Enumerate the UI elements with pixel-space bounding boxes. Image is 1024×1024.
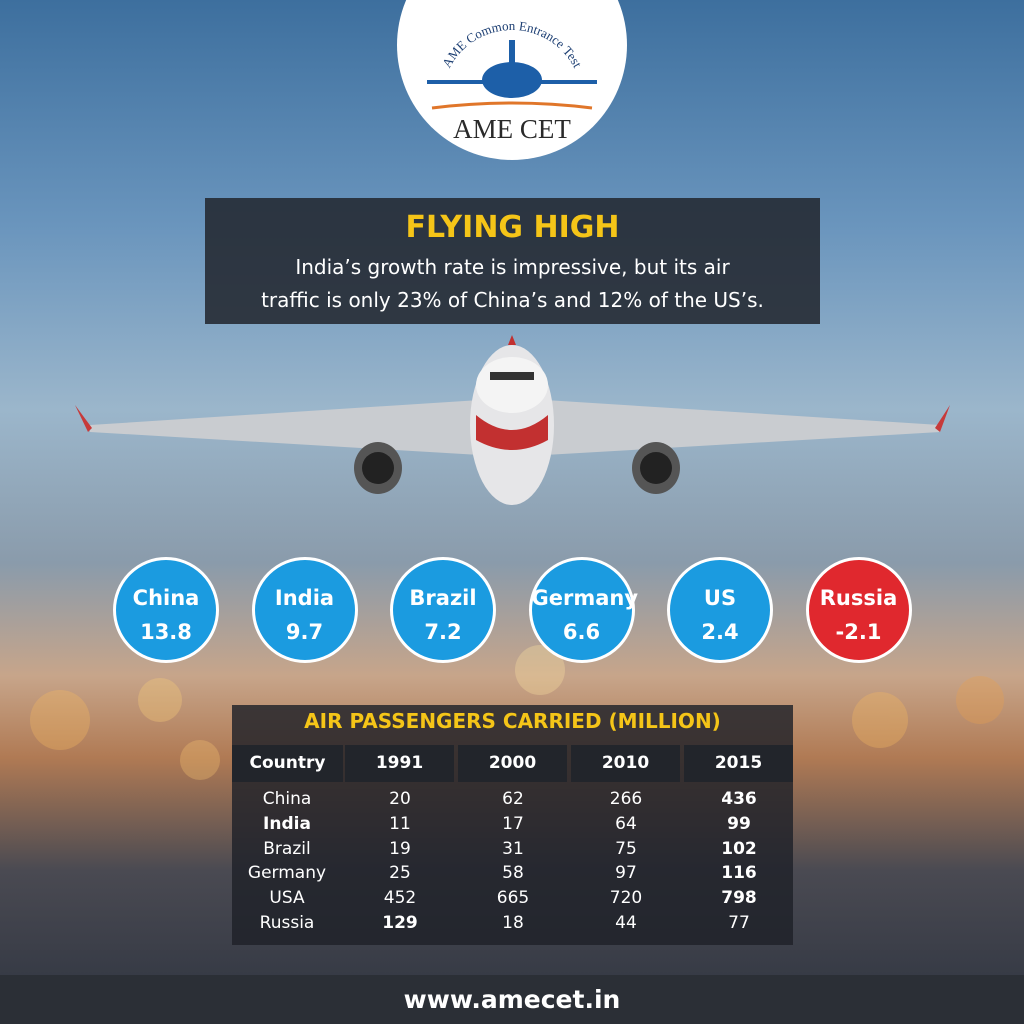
table-cell: 97 [615,863,637,884]
table-row: USA 452 665 720 798 [232,888,793,912]
logo-name: AME CET [453,114,571,144]
table-cell: 19 [389,838,411,859]
growth-rate: 13.8 [140,620,192,644]
country-name: Germany [531,586,639,610]
growth-circle: China 13.8 [113,557,219,663]
table-cell: 58 [502,863,524,884]
logo: AME Common Entrance Test AME CET [397,0,627,160]
table-row: Germany 25 58 97 116 [232,863,793,887]
table-cell: USA [269,888,305,909]
table-cell: 25 [389,863,411,884]
growth-rate: 9.7 [285,620,324,644]
table-cell: 99 [727,813,751,834]
title: FLYING HIGH [405,210,620,245]
table-cell: 62 [502,789,524,809]
country-name: US [703,586,737,610]
growth-rate: -2.1 [835,620,882,644]
table-cell: 116 [721,863,757,884]
growth-rate: 6.6 [562,620,601,644]
growth-circle: US 2.4 [667,557,773,663]
table-row: China 20 62 266 436 [232,789,793,813]
table-cell: India [263,813,311,834]
growth-circle: India 9.7 [251,557,358,663]
table-cell: 129 [382,913,418,933]
table-cell: 77 [728,913,750,933]
table-cell: 436 [721,789,757,809]
growth-circle: Russia -2.1 [805,557,912,663]
table-row: India 11 17 64 99 [232,814,793,838]
table-cell: 665 [496,888,530,909]
table-cell: Brazil [263,838,311,859]
table-cell: 266 [609,789,643,809]
footer-url: www.amecet.in [403,985,621,1014]
header-box: FLYING HIGH India’s growth rate is impre… [205,198,820,324]
table-cell: 18 [502,913,524,933]
subtitle: India’s growth rate is impressive, but i… [295,255,730,279]
table-cell: 64 [615,813,637,834]
country-name: China [132,586,200,610]
table-cell: 20 [389,789,411,809]
logo-art: AME Common Entrance Test [427,18,597,110]
table-cell: 44 [615,913,637,933]
table-cell: Russia [259,913,315,933]
column-header: 2010 [571,745,680,782]
column-header: 2000 [458,745,567,782]
country-name: Brazil [409,586,477,610]
country-name: India [274,586,335,610]
table-cell: 11 [389,813,411,834]
column-header: 2015 [684,745,793,782]
table-cell: 17 [502,813,524,834]
column-header: Country [232,745,343,782]
table-cell: China [262,789,312,809]
subtitle: traffic is only 23% of China’s and 12% o… [261,288,764,312]
growth-circle: Germany 6.6 [528,557,639,663]
table-cell: 720 [609,888,643,909]
table-cell: 102 [721,838,757,859]
table-title: AIR PASSENGERS CARRIED (MILLION) [304,709,721,733]
table-cell: 798 [721,888,757,909]
table: AIR PASSENGERS CARRIED (MILLION) Country… [232,705,793,945]
table-cell: 452 [383,888,417,909]
country-name: Russia [819,586,898,610]
table-row: Russia 129 18 44 77 [232,913,793,937]
table-cell: Germany [247,863,327,884]
table-cell: 31 [502,838,524,859]
growth-rate: 2.4 [701,620,739,644]
growth-circle: Brazil 7.2 [390,557,496,663]
footer: www.amecet.in [0,975,1024,1024]
bokeh [30,645,1004,780]
table-cell: 75 [615,838,637,859]
background-art [30,335,1004,780]
airplane [75,335,950,505]
table-row: Brazil 19 31 75 102 [232,839,793,863]
growth-rate: 7.2 [424,620,462,644]
column-header: 1991 [345,745,454,782]
